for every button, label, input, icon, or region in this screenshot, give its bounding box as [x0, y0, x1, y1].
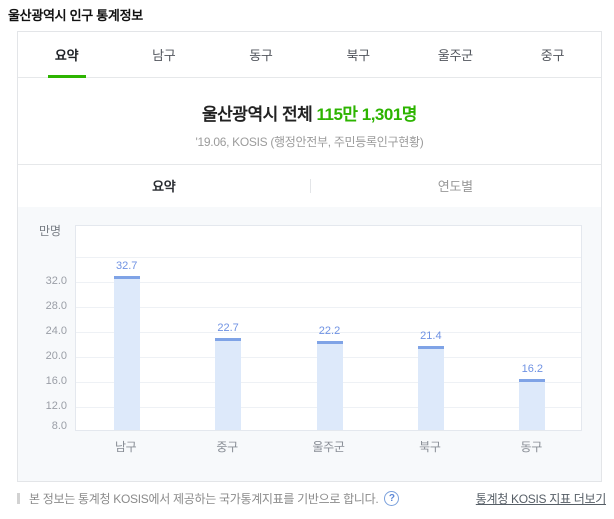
y-tick-label: 28.0	[45, 300, 67, 313]
bar-value-label: 32.7	[115, 259, 138, 272]
tab-동구[interactable]: 동구	[212, 32, 309, 77]
headline-prefix: 울산광역시 전체	[202, 105, 317, 124]
x-axis-label-중구: 중구	[216, 440, 238, 454]
data-source-caption: '19.06, KOSIS (행정안전부, 주민등록인구현황)	[195, 135, 424, 149]
tab-label: 중구	[540, 48, 565, 63]
tab-요약[interactable]: 요약	[18, 32, 115, 78]
bar-cap	[417, 346, 444, 350]
bar-동구	[519, 378, 546, 430]
y-tick-label: 20.0	[45, 350, 67, 363]
y-tick-label: 8.0	[51, 420, 67, 432]
bar-cap	[113, 275, 140, 279]
help-question-icon[interactable]: ?	[384, 491, 400, 506]
gridline	[76, 282, 581, 284]
subtab-요약[interactable]: 요약	[152, 179, 176, 194]
tab-label: 동구	[249, 48, 273, 63]
bar-cap	[316, 341, 343, 345]
tab-북구[interactable]: 북구	[310, 32, 407, 77]
kosis-more-link[interactable]: 통계청 KOSIS 지표 더보기	[475, 492, 607, 506]
bar-chart-plot-area: 32.7 22.7 22.2 21.4 16.2	[75, 225, 582, 431]
bar-북구	[417, 346, 444, 430]
view-subtabbar: 요약 연도별	[18, 164, 601, 206]
bar-cap	[215, 338, 242, 342]
bar-value-label: 21.4	[420, 330, 442, 343]
tab-label: 울주군	[437, 48, 473, 63]
bar-남구	[113, 275, 140, 430]
gridline	[76, 307, 581, 309]
population-stats-widget: 요약 남구 동구 북구 울주군 중구 울산광역시 전체 115만 1,301명 '19.0…	[17, 31, 602, 482]
x-axis-label-동구: 동구	[520, 440, 543, 454]
y-tick-label: 16.0	[45, 375, 67, 388]
gridline	[76, 257, 581, 259]
y-tick-label: 12.0	[45, 400, 67, 412]
y-axis-unit-label: 만명	[39, 224, 62, 238]
footer: 본 정보는 통계청 KOSIS에서 제공하는 국가통계지표를 기반으로 합니다.…	[17, 490, 606, 507]
tab-label: 북구	[346, 48, 370, 63]
bar-중구	[215, 338, 242, 430]
bar-value-label: 16.2	[521, 362, 543, 375]
footer-accent-bar	[17, 493, 20, 504]
tab-남구[interactable]: 남구	[115, 32, 212, 77]
tab-label: 남구	[152, 48, 176, 63]
bar-value-label: 22.7	[217, 322, 239, 335]
x-axis-label-남구: 남구	[114, 440, 137, 454]
y-tick-label: 32.0	[45, 275, 67, 288]
bar-울주군	[316, 341, 343, 430]
footer-notice: 본 정보는 통계청 KOSIS에서 제공하는 국가통계지표를 기반으로 합니다.	[29, 492, 379, 506]
tab-label: 요약	[54, 48, 79, 63]
district-tabbar: 요약 남구 동구 북구 울주군 중구	[18, 32, 601, 78]
tab-울주군[interactable]: 울주군	[407, 32, 504, 77]
subtab-연도별[interactable]: 연도별	[437, 179, 473, 194]
x-axis-label-울주군: 울주군	[312, 440, 345, 454]
population-headline: 울산광역시 전체 115만 1,301명	[18, 100, 601, 125]
bar-cap	[519, 378, 546, 382]
gridline	[76, 332, 581, 334]
summary-section: 울산광역시 전체 115만 1,301명 '19.06, KOSIS (행정안전…	[18, 78, 601, 164]
x-axis-label-북구: 북구	[419, 440, 441, 454]
page-title: 울산광역시 인구 통계정보	[8, 8, 143, 23]
chart-panel: 만명 32.7 22.7 22.2 21.4 16.2 32.0 28.0 24.0 20.0…	[18, 207, 601, 481]
active-tab-underline	[47, 75, 86, 78]
y-tick-label: 24.0	[45, 325, 67, 338]
subtab-divider	[309, 178, 311, 193]
tab-중구[interactable]: 중구	[504, 32, 601, 77]
bar-value-label: 22.2	[318, 325, 341, 338]
headline-value: 115만 1,301명	[316, 105, 417, 124]
